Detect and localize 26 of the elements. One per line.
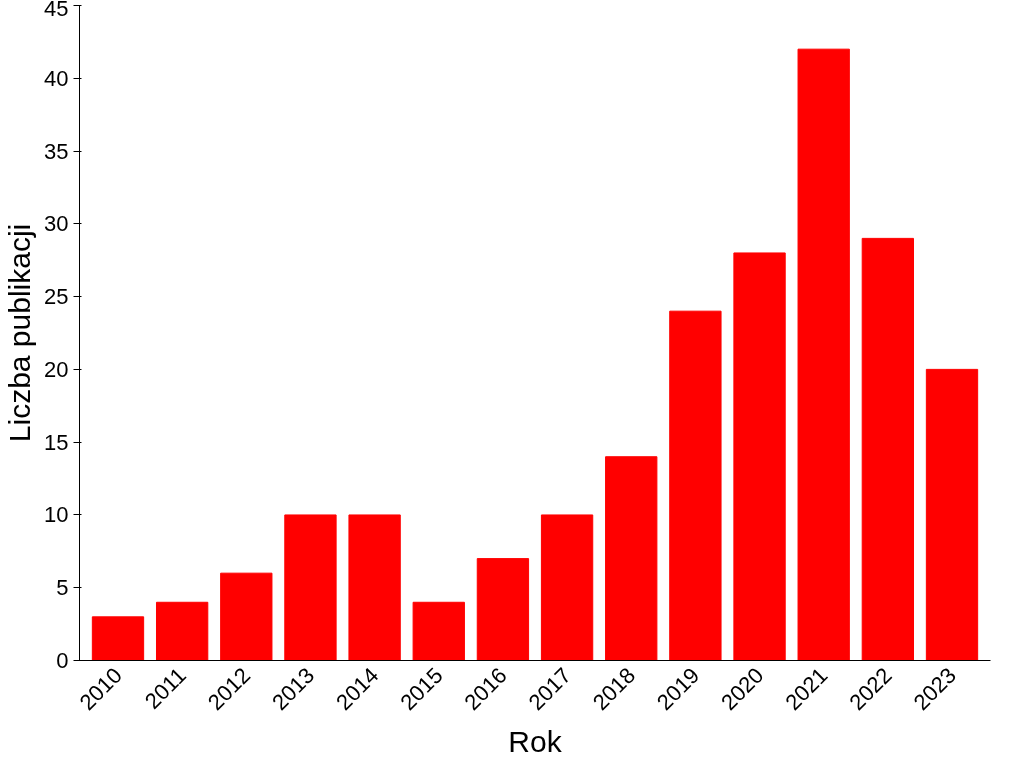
y-tick-label: 20	[44, 356, 69, 382]
bar	[861, 237, 915, 661]
y-tick-label: 15	[44, 429, 69, 455]
y-tick-label: 25	[44, 284, 69, 310]
y-tick-label: 35	[44, 138, 69, 164]
bar	[412, 601, 465, 661]
bar	[91, 616, 145, 661]
bar	[284, 514, 337, 661]
bar	[669, 310, 722, 661]
y-tick-label: 45	[44, 0, 69, 21]
bar	[540, 514, 594, 661]
y-tick-label: 5	[56, 575, 69, 601]
y-tick-label: 40	[44, 65, 69, 91]
bar	[925, 368, 979, 661]
y-tick-label: 0	[56, 648, 69, 673]
bar	[155, 601, 209, 661]
bar	[476, 558, 530, 661]
y-axis-title: Liczba publikacji	[3, 223, 37, 443]
bar	[348, 514, 401, 661]
y-tick-label: 10	[44, 502, 69, 528]
y-tick-label: 30	[44, 211, 69, 237]
bar	[733, 252, 786, 661]
x-axis-title: Rok	[508, 724, 563, 758]
bar	[220, 572, 273, 661]
bar	[797, 48, 850, 661]
bar	[605, 456, 658, 661]
